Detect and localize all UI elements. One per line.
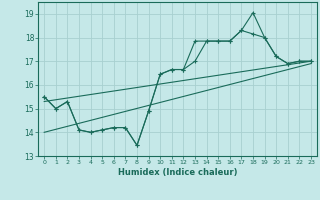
- X-axis label: Humidex (Indice chaleur): Humidex (Indice chaleur): [118, 168, 237, 177]
